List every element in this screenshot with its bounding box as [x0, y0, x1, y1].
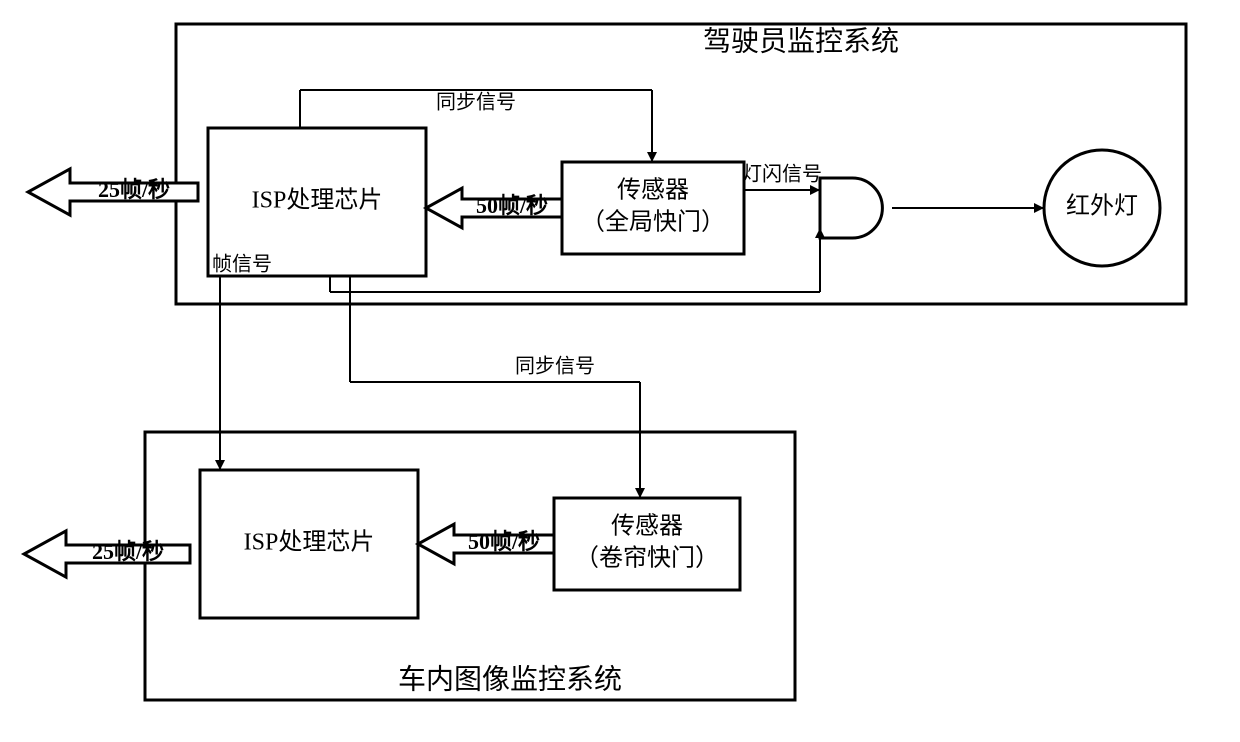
top-title: 驾驶员监控系统: [703, 25, 899, 57]
diagram-element: 传感器: [611, 513, 683, 540]
diagram-element: 红外灯: [1066, 193, 1138, 220]
diagram-element: 50帧/秒: [476, 193, 548, 218]
diagram-element: （全局快门）: [581, 209, 725, 236]
diagram-element: ISP处理芯片: [244, 529, 375, 556]
flash-label: 灯闪信号: [742, 163, 822, 186]
and-gate: [820, 178, 882, 238]
frame-label: 帧信号: [212, 253, 272, 276]
top-sync-label: 同步信号: [436, 91, 516, 114]
diagram-element: 50帧/秒: [468, 529, 540, 554]
canvas-bg: [0, 0, 1240, 742]
top-isp-label: ISP处理芯片: [252, 187, 383, 214]
diagram-element: （卷帘快门）: [575, 545, 719, 572]
diagram-element: 传感器: [617, 177, 689, 204]
diagram-element: 25帧/秒: [98, 177, 170, 202]
diagram-element: 25帧/秒: [92, 539, 164, 564]
mid-sync-label: 同步信号: [515, 355, 595, 378]
bottom-title: 车内图像监控系统: [398, 663, 622, 695]
